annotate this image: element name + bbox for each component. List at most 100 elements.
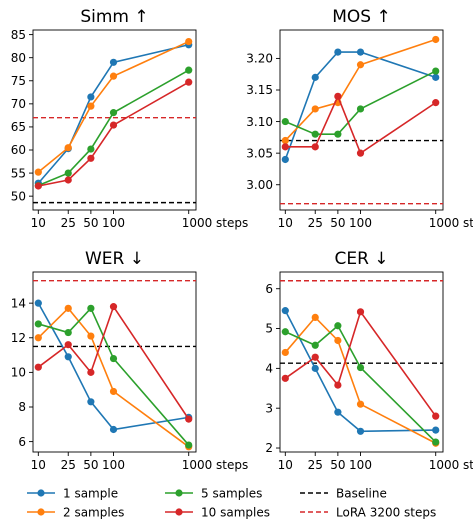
series-line — [284, 70, 437, 136]
data-point — [311, 313, 319, 321]
axes-frame — [279, 271, 444, 453]
data-point — [281, 155, 289, 164]
data-point — [87, 398, 95, 406]
data-point — [334, 408, 342, 416]
data-point — [311, 341, 319, 349]
data-point — [34, 334, 42, 342]
data-point — [281, 117, 289, 126]
x-tick-label: 50 — [83, 458, 98, 472]
x-tick-label: 10 — [31, 216, 46, 230]
data-point — [432, 438, 440, 446]
data-point — [432, 67, 440, 75]
legend-label: LoRA 3200 steps — [336, 505, 436, 519]
data-point — [334, 92, 342, 100]
y-tick-label: 12 — [11, 331, 26, 345]
panel-simm: Simm ↑ 10 25 50 100 1000 steps 50 55 60 65 70 75 80 8… — [11, 7, 249, 230]
panel-cer: CER ↓ 10 25 50 100 1000 steps 2 3 4 5 6 — [265, 249, 473, 472]
data-point — [34, 182, 42, 190]
series-10-samples — [34, 303, 193, 423]
y-tick-label: 80 — [11, 51, 26, 65]
axes-frame — [32, 271, 197, 453]
panel-title: CER ↓ — [334, 249, 388, 269]
data-point — [87, 304, 95, 312]
panel-title: Simm ↑ — [80, 7, 148, 27]
data-point — [87, 368, 95, 376]
series-10-samples — [281, 92, 440, 157]
data-point — [356, 48, 365, 56]
y-tick-label: 14 — [11, 296, 26, 310]
series-1-sample — [281, 307, 440, 435]
data-point — [34, 363, 42, 371]
y-tick-label: 55 — [11, 166, 26, 180]
legend-marker — [175, 489, 183, 497]
legend-entry-10-samples: 10 samples — [165, 505, 270, 519]
y-tick-label: 8 — [18, 400, 26, 414]
x-tick-label: 100 — [349, 458, 372, 472]
x-tick-label: 10 — [31, 458, 46, 472]
x-tick-label: 1000 steps — [429, 216, 473, 230]
data-point — [64, 341, 72, 349]
legend-entry-5-samples: 5 samples — [165, 486, 262, 500]
x-tick-label: 10 — [278, 216, 293, 230]
data-point — [109, 354, 118, 363]
legend-entry-lora: LoRA 3200 steps — [300, 505, 436, 519]
y-tick-label: 65 — [11, 120, 26, 134]
series-5-samples — [34, 304, 193, 449]
data-point — [185, 78, 193, 86]
panel-wer: WER ↓ 10 25 50 100 1000 steps 6 8 10 12 14 — [11, 249, 249, 472]
y-tick-label: 2 — [265, 441, 273, 455]
legend-marker — [175, 508, 183, 516]
data-point — [281, 136, 289, 145]
data-point — [64, 169, 72, 177]
y-tick-label: 85 — [11, 28, 26, 42]
data-point — [34, 320, 42, 328]
legend-label: Baseline — [336, 486, 387, 500]
series-2-samples — [34, 37, 193, 176]
data-point — [109, 72, 118, 80]
data-point — [185, 415, 193, 423]
x-tick-label: 25 — [61, 216, 76, 230]
data-point — [356, 308, 365, 316]
data-point — [432, 426, 440, 434]
axes-frame — [32, 29, 197, 211]
data-point — [432, 73, 440, 81]
panels: Simm ↑10 25 50 100 1000 steps505560657075808… — [11, 7, 473, 472]
y-tick-label: 3.10 — [246, 115, 273, 129]
data-point — [432, 99, 440, 107]
legend-entry-2-samples: 2 samples — [27, 505, 124, 519]
x-tick-label: 50 — [330, 458, 345, 472]
series-10-samples — [34, 78, 193, 190]
y-tick-label: 60 — [11, 143, 26, 157]
series-line — [37, 304, 190, 420]
data-point — [87, 145, 95, 153]
data-point — [281, 328, 289, 336]
data-point — [334, 336, 342, 345]
x-tick-label: 50 — [330, 216, 345, 230]
data-point — [334, 130, 342, 138]
data-point — [109, 121, 118, 129]
x-tick-label: 10 — [278, 458, 293, 472]
data-point — [432, 35, 440, 44]
data-point — [281, 374, 289, 382]
data-point — [281, 307, 289, 315]
legend-marker — [37, 508, 45, 516]
data-point — [311, 105, 319, 113]
y-tick-label: 6 — [18, 435, 26, 449]
y-tick-label: 3.00 — [246, 178, 273, 192]
data-point — [334, 48, 342, 56]
data-point — [311, 353, 319, 361]
data-point — [109, 58, 118, 66]
series-line — [285, 94, 437, 155]
series-5-samples — [281, 322, 440, 446]
x-tick-label: 25 — [308, 458, 323, 472]
panel-title: WER ↓ — [85, 249, 144, 269]
series-5-samples — [281, 67, 440, 138]
legend-entry-baseline: Baseline — [300, 486, 387, 500]
data-point — [185, 441, 193, 449]
data-point — [311, 143, 319, 151]
data-point — [64, 176, 72, 184]
x-tick-label: 100 — [102, 458, 125, 472]
data-point — [87, 93, 95, 101]
series-2-samples — [281, 313, 440, 447]
data-point — [356, 105, 365, 113]
